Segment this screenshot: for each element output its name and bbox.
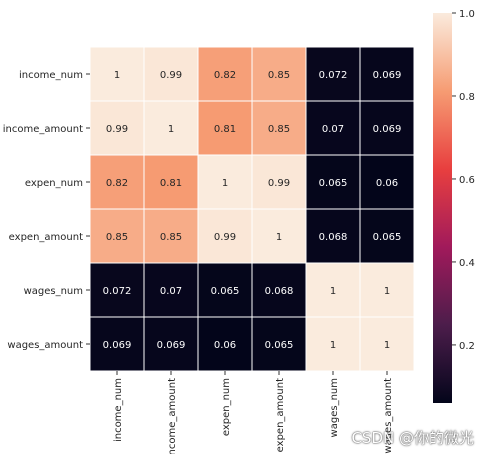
heatmap-cell: [251, 262, 307, 318]
y-tick-label: expen_amount: [9, 232, 83, 243]
cell-annotation: 1: [168, 124, 174, 135]
cell-annotation: 0.85: [160, 232, 182, 243]
heatmap-cell: [143, 100, 199, 156]
cell-annotation: 0.065: [373, 232, 402, 243]
cell-annotation: 1: [330, 340, 336, 351]
colorbar-tick-label: 1.0: [459, 9, 475, 20]
heatmap-cell: [359, 46, 415, 102]
watermark-text: CSDN @你的微光: [351, 429, 474, 447]
heatmap-cell: [197, 208, 253, 264]
heatmap-cell: [359, 154, 415, 210]
heatmap-cell: [359, 316, 415, 372]
cell-annotation: 1: [222, 178, 228, 189]
cell-annotation: 1: [384, 286, 390, 297]
heatmap-cell: [197, 262, 253, 318]
heatmap-cell: [89, 46, 145, 102]
cell-annotation: 0.065: [319, 178, 348, 189]
y-tick-label: wages_num: [24, 286, 83, 297]
heatmap-cell: [89, 316, 145, 372]
cell-annotation: 1: [384, 340, 390, 351]
cell-annotation: 0.07: [322, 124, 344, 135]
cell-annotation: 0.072: [103, 286, 132, 297]
heatmap-cell: [359, 100, 415, 156]
x-tick-label: expen_amount: [275, 378, 286, 452]
cell-annotation: 0.065: [211, 286, 240, 297]
heatmap-cell: [305, 208, 361, 264]
cell-annotation: 1: [276, 232, 282, 243]
cell-annotation: 0.99: [160, 70, 182, 81]
heatmap-cell: [89, 208, 145, 264]
cell-annotation: 0.068: [265, 286, 294, 297]
heatmap-cell: [305, 154, 361, 210]
heatmap-cell: [143, 154, 199, 210]
y-tick-label: expen_num: [25, 178, 83, 189]
cell-annotation: 0.99: [106, 124, 128, 135]
cell-annotation: 0.069: [103, 340, 132, 351]
cell-annotation: 0.06: [214, 340, 236, 351]
colorbar: [433, 13, 452, 403]
heatmap-cell: [359, 262, 415, 318]
cell-annotation: 0.07: [160, 286, 182, 297]
x-tick-label: wages_amount: [383, 378, 394, 454]
y-axis-tick-labels: income_num income_amount expen_num expen_am…: [3, 70, 90, 351]
heatmap-cell: [305, 262, 361, 318]
heatmap-cell: [89, 262, 145, 318]
y-tick-label: income_amount: [3, 124, 83, 135]
cell-annotation: 0.82: [214, 70, 236, 81]
colorbar-tick-label: 0.4: [459, 258, 475, 269]
cell-annotation: 0.85: [268, 124, 290, 135]
heatmap-cell: [251, 100, 307, 156]
cell-annotation: 0.99: [214, 232, 236, 243]
cell-annotation: 0.81: [214, 124, 236, 135]
cell-annotation: 0.81: [160, 178, 182, 189]
cell-annotation: 0.85: [106, 232, 128, 243]
cell-annotation: 1: [330, 286, 336, 297]
y-tick-label: wages_amount: [7, 340, 83, 351]
cell-annotation: 0.065: [265, 340, 294, 351]
heatmap-cell: [197, 46, 253, 102]
heatmap-cells: [89, 46, 415, 372]
x-tick-label: income_num: [113, 378, 124, 442]
heatmap-cell: [251, 154, 307, 210]
cell-annotation: 0.06: [376, 178, 398, 189]
heatmap-annotations: 1 0.99 0.82 0.85 0.072 0.069 0.99 1 0.81 0.85 0.07…: [103, 70, 402, 351]
heatmap-cell: [359, 208, 415, 264]
colorbar-tick-label: 0.8: [459, 92, 475, 103]
cell-annotation: 0.072: [319, 70, 348, 81]
cell-annotation: 0.99: [268, 178, 290, 189]
heatmap-cell: [143, 208, 199, 264]
x-axis-tick-labels: income_num income_amount expen_num expen_am…: [113, 371, 394, 454]
heatmap-cell: [143, 46, 199, 102]
colorbar-tick-label: 0.6: [459, 175, 475, 186]
x-tick-label: income_amount: [167, 378, 178, 454]
cell-annotation: 0.069: [373, 70, 402, 81]
cell-annotation: 0.069: [373, 124, 402, 135]
heatmap-cell: [251, 208, 307, 264]
colorbar-ticks: 1.0 0.8 0.6 0.4 0.2: [452, 9, 475, 352]
x-tick-label: expen_num: [221, 378, 232, 436]
x-tick-label: wages_num: [329, 378, 340, 437]
y-tick-label: income_num: [19, 70, 83, 81]
cell-annotation: 0.85: [268, 70, 290, 81]
cell-annotation: 0.069: [157, 340, 186, 351]
cell-annotation: 1: [114, 70, 120, 81]
cell-annotation: 0.82: [106, 178, 128, 189]
colorbar-tick-label: 0.2: [459, 341, 475, 352]
cell-annotation: 0.068: [319, 232, 348, 243]
